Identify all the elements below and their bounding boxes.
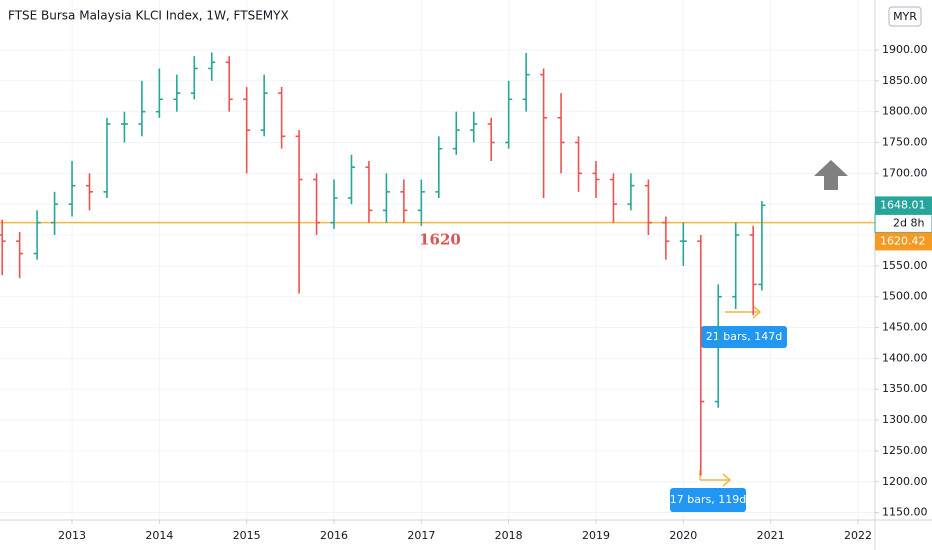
ohlc-bar bbox=[417, 179, 425, 226]
ohlc-bar bbox=[347, 154, 355, 205]
ohlc-bar bbox=[260, 74, 268, 137]
level-label: 1620 bbox=[419, 231, 461, 249]
line-price-box bbox=[875, 232, 932, 251]
ohlc-bar bbox=[749, 225, 757, 316]
x-tick-label: 2018 bbox=[495, 529, 523, 542]
annotation: 17 bars, 119d bbox=[670, 493, 746, 506]
ohlc-bar bbox=[732, 222, 740, 310]
y-tick-label: 1200.00 bbox=[882, 475, 928, 488]
ohlc-bar bbox=[103, 117, 111, 199]
ohlc-bar bbox=[225, 56, 233, 112]
ohlc-bar bbox=[243, 86, 251, 174]
y-tick-label: 1350.00 bbox=[882, 382, 928, 395]
x-tick-label: 2013 bbox=[58, 529, 86, 542]
ohlc-bar bbox=[138, 80, 146, 137]
ohlc-bar bbox=[592, 160, 600, 199]
ohlc-bar bbox=[400, 179, 408, 223]
x-tick-label: 2021 bbox=[757, 529, 785, 542]
ohlc-bar bbox=[155, 68, 163, 118]
x-tick-label: 2022 bbox=[844, 529, 872, 542]
ohlc-bar bbox=[644, 179, 652, 236]
ohlc-bar bbox=[714, 284, 722, 408]
ohlc-bar bbox=[609, 173, 617, 223]
x-tick-label: 2019 bbox=[582, 529, 610, 542]
ohlc-bar bbox=[662, 216, 670, 260]
ohlc-bar bbox=[470, 111, 478, 143]
countdown: 2d 8h bbox=[893, 216, 924, 229]
ohlc-bar bbox=[190, 56, 198, 100]
y-tick-label: 1550.00 bbox=[882, 259, 928, 272]
currency[interactable]: MYR bbox=[893, 10, 917, 23]
x-tick-label: 2016 bbox=[320, 529, 348, 542]
ohlc-bar bbox=[278, 86, 286, 149]
annotation-box bbox=[701, 326, 787, 348]
ohlc-bar bbox=[330, 179, 338, 229]
y-tick-label: 1300.00 bbox=[882, 413, 928, 426]
ohlc-bar bbox=[0, 219, 6, 276]
ohlc-bar bbox=[522, 53, 530, 112]
y-tick-label: 1900.00 bbox=[882, 43, 928, 56]
x-tick-label: 2015 bbox=[233, 529, 261, 542]
ohlc-bar bbox=[365, 160, 373, 223]
ohlc-bar bbox=[697, 235, 705, 476]
ohlc-bar bbox=[33, 210, 41, 260]
ohlc-bar bbox=[679, 222, 687, 266]
y-tick-label: 1850.00 bbox=[882, 74, 928, 87]
up-arrow bbox=[814, 160, 848, 190]
y-tick-label: 1700.00 bbox=[882, 166, 928, 179]
y-tick-label: 1250.00 bbox=[882, 444, 928, 457]
ohlc-bar bbox=[557, 93, 565, 174]
ohlc-bar bbox=[627, 173, 635, 211]
ohlc-bar bbox=[487, 117, 495, 161]
last-price: 1648.01 bbox=[880, 198, 926, 211]
x-tick-label: 2020 bbox=[669, 529, 697, 542]
ohlc-bar bbox=[540, 68, 548, 199]
ohlc-bar bbox=[575, 136, 583, 192]
annotation: 21 bars, 147d bbox=[706, 330, 782, 343]
ohlc-bar bbox=[452, 111, 460, 155]
ohlc-bar bbox=[382, 173, 390, 223]
ohlc-bar bbox=[16, 231, 24, 279]
ohlc-bar bbox=[120, 111, 128, 143]
ohlc-bar bbox=[435, 136, 443, 199]
ohlc-bar bbox=[295, 130, 303, 294]
y-tick-label: 1800.00 bbox=[882, 105, 928, 118]
annotation-box bbox=[670, 488, 746, 512]
ohlc-bar bbox=[173, 74, 181, 112]
ohlc-bar bbox=[505, 80, 513, 149]
y-tick-label: 1500.00 bbox=[882, 290, 928, 303]
ohlc-bar bbox=[68, 160, 76, 217]
ohlc-bar bbox=[313, 173, 321, 236]
y-tick-label: 1450.00 bbox=[882, 321, 928, 334]
ohlc-bar bbox=[758, 201, 766, 291]
y-tick-label: 1400.00 bbox=[882, 351, 928, 364]
ohlc-bar bbox=[86, 173, 94, 211]
x-tick-label: 2014 bbox=[145, 529, 173, 542]
line-price: 1620.42 bbox=[880, 234, 926, 247]
last-price-box bbox=[875, 196, 932, 215]
ohlc-bar bbox=[51, 191, 59, 236]
ohlc-bar bbox=[208, 52, 216, 81]
currency-box[interactable] bbox=[888, 6, 922, 27]
x-tick-label: 2017 bbox=[407, 529, 435, 542]
y-tick-label: 1750.00 bbox=[882, 135, 928, 148]
y-tick-label: 1150.00 bbox=[882, 506, 928, 519]
chart-title: FTSE Bursa Malaysia KLCI Index, 1W, FTSE… bbox=[8, 9, 289, 23]
